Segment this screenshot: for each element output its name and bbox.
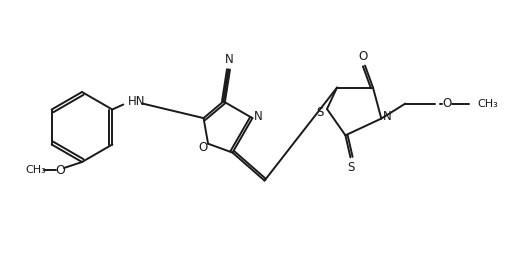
Text: CH₃: CH₃ xyxy=(477,99,498,108)
Text: N: N xyxy=(383,110,392,123)
Text: O: O xyxy=(359,50,367,63)
Text: HN: HN xyxy=(128,95,146,108)
Text: N: N xyxy=(225,53,234,66)
Text: N: N xyxy=(254,110,263,123)
Text: CH₃: CH₃ xyxy=(26,165,46,175)
Text: S: S xyxy=(316,106,324,119)
Text: O: O xyxy=(55,164,65,177)
Text: O: O xyxy=(443,97,452,110)
Text: O: O xyxy=(199,141,208,154)
Text: S: S xyxy=(348,161,355,174)
